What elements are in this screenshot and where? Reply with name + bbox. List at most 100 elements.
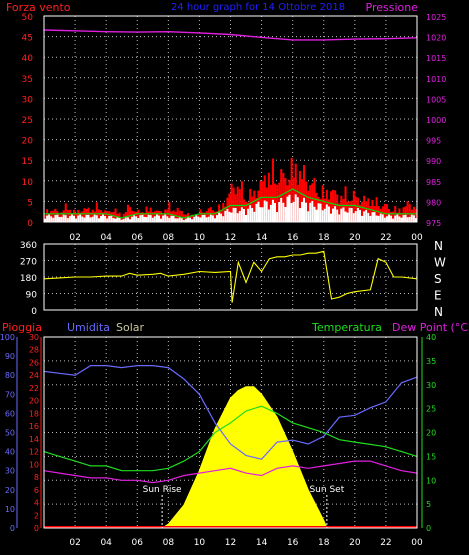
wind-low-bar <box>313 206 316 222</box>
wind-gust-bar <box>367 198 370 222</box>
wind-low-bar <box>354 211 357 222</box>
wind-tick-label: 30 <box>22 95 34 105</box>
wind-gust-bar <box>209 207 212 222</box>
wind-low-bar <box>191 219 194 222</box>
wind-gust-bar <box>245 201 248 222</box>
wind-low-bar <box>209 214 212 222</box>
wind-low-bar <box>106 218 109 222</box>
humidity-tick-label: 30 <box>5 467 15 476</box>
wind-low-bar <box>350 208 353 222</box>
wind-low-bar <box>66 218 69 222</box>
wind-low-bar <box>79 214 82 222</box>
wind-low-bar <box>361 215 364 222</box>
wind-gust-bar <box>176 207 179 222</box>
wind-low-bar <box>193 216 196 222</box>
wind-tick-label: 45 <box>22 34 33 44</box>
wind-low-bar <box>203 214 206 222</box>
wind-gust-bar <box>271 158 274 222</box>
wind-gust-bar <box>294 163 297 222</box>
wind-low-bar <box>319 203 322 222</box>
rain-tick-label: 26 <box>29 358 39 367</box>
wind-low-bar <box>168 217 171 222</box>
x-tick-label: 20 <box>349 538 361 548</box>
x-tick-label: 10 <box>194 538 206 548</box>
temperature-humidity-panel: Sun Rise Sun Set0102030405060708090100024… <box>0 333 436 548</box>
wind-gust-bar <box>371 199 374 222</box>
humidity-tick-label: 50 <box>5 429 15 438</box>
wind-low-bar <box>383 217 386 222</box>
wind-low-bar <box>176 218 179 222</box>
rain-tick-label: 10 <box>29 460 39 469</box>
direction-tick-label: 360 <box>20 241 37 251</box>
x-tick-label: 02 <box>69 233 80 243</box>
wind-low-bar <box>180 218 183 222</box>
wind-gust-bar <box>385 204 388 222</box>
sunrise-label: Sun Rise <box>143 485 182 495</box>
wind-gust-bar <box>344 186 347 222</box>
wind-low-bar <box>398 216 401 222</box>
wind-low-bar <box>327 206 330 222</box>
wind-low-bar <box>81 216 84 222</box>
wind-axis-title: Forza vento <box>6 1 71 14</box>
wind-average-line <box>44 188 417 219</box>
wind-low-bar <box>381 214 384 222</box>
wind-low-bar <box>126 217 129 222</box>
direction-tick-label: 90 <box>26 291 38 301</box>
wind-gust-bar <box>321 185 324 222</box>
wind-low-bar <box>104 216 107 222</box>
x-tick-label: 12 <box>225 538 236 548</box>
solar-area <box>160 386 328 529</box>
wind-low-bar <box>184 218 187 222</box>
wind-low-bar <box>340 208 343 222</box>
x-tick-label: 18 <box>318 538 330 548</box>
wind-low-bar <box>274 203 277 222</box>
wind-low-bar <box>100 216 103 222</box>
rain-tick-label: 16 <box>29 422 39 431</box>
wind-low-bar <box>83 217 86 222</box>
x-tick-label: 06 <box>132 233 144 243</box>
pressure-line <box>43 29 418 41</box>
wind-low-bar <box>153 216 156 222</box>
wind-low-bar <box>226 208 229 222</box>
wind-gust-bar <box>131 210 134 222</box>
wind-low-bar <box>352 213 355 222</box>
wind-gust-bar <box>330 191 333 222</box>
wind-low-bar <box>91 216 94 222</box>
wind-low-bar <box>211 215 214 222</box>
wind-low-bar <box>342 207 345 222</box>
x-tick-label: 08 <box>163 538 175 548</box>
wind-low-bar <box>301 201 304 222</box>
wind-gust-bar <box>149 207 152 222</box>
wind-tick-label: 25 <box>22 116 33 126</box>
wind-low-bar <box>131 216 134 222</box>
wind-low-bar <box>201 215 204 222</box>
wind-low-bar <box>271 199 274 222</box>
wind-gust-bar <box>236 186 239 222</box>
temperature-tick-label: 25 <box>426 405 436 414</box>
wind-gust-bar <box>180 211 183 222</box>
dewpoint-line <box>43 460 418 484</box>
wind-low-bar <box>205 217 208 222</box>
wind-low-bar <box>267 209 270 222</box>
rain-tick-label: 12 <box>29 448 39 457</box>
wind-low-bar <box>224 210 227 222</box>
x-tick-label: 12 <box>225 233 236 243</box>
wind-gust-bar <box>381 206 384 222</box>
wind-low-bar <box>199 217 202 222</box>
wind-low-bar <box>62 214 65 222</box>
wind-low-bar <box>97 218 100 222</box>
wind-low-bar <box>122 218 125 222</box>
wind-low-bar <box>408 216 411 222</box>
wind-gust-bar <box>106 211 109 222</box>
rain-tick-label: 14 <box>29 435 39 444</box>
wind-low-bar <box>151 217 154 222</box>
temperature-line <box>43 405 418 472</box>
wind-gust-bar <box>228 193 231 222</box>
rain-tick-label: 8 <box>34 473 39 482</box>
pressure-tick-label: 980 <box>426 198 441 207</box>
wind-tick-label: 20 <box>22 137 34 147</box>
wind-low-bar <box>330 213 333 222</box>
wind-tick-label: 50 <box>22 13 34 23</box>
wind-low-bar <box>135 216 138 222</box>
wind-low-bar <box>166 216 169 222</box>
